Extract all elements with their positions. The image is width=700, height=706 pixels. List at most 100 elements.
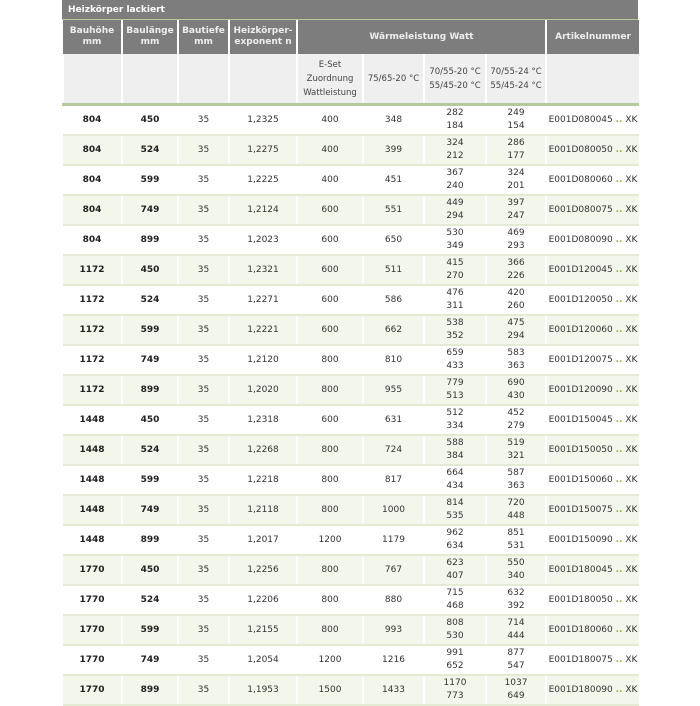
cell-75-65: 767 <box>362 555 424 586</box>
value-70-55: 286 <box>507 138 525 148</box>
table-title: Heizkörper lackiert <box>62 0 638 20</box>
cell-exponent: 1,2206 <box>228 585 297 616</box>
subheader-eset: E-Set Zuordnung Wattleistung <box>296 54 363 106</box>
table-row: 1172 899 35 1,2020 800 955 779 513 690 430 E001D12… <box>63 375 640 406</box>
cell-eset: 400 <box>296 135 363 166</box>
article-suffix: XK <box>625 114 638 125</box>
cell-eset: 600 <box>296 225 363 256</box>
value-70-55: 475 <box>507 318 525 328</box>
cell-bautiefe: 35 <box>177 645 229 676</box>
value-70-55: 420 <box>507 288 525 298</box>
cell-baulaenge: 524 <box>121 135 178 166</box>
cell-bauhoehe: 1770 <box>63 675 122 706</box>
table-row: 1172 524 35 1,2271 600 586 476 311 420 260 E001D12… <box>63 285 640 316</box>
value-55-45: 177 <box>507 151 525 161</box>
cell-75-65: 955 <box>362 375 424 406</box>
cell-75-65: 348 <box>362 104 424 136</box>
cell-eset: 600 <box>296 315 363 346</box>
cell-70-55-20: 476 311 <box>423 285 486 316</box>
article-code: E001D080050 <box>548 144 613 155</box>
header-artikelnummer: Artikelnummer <box>545 20 640 54</box>
cell-bauhoehe: 1172 <box>63 345 122 376</box>
header-unit: mm <box>82 37 102 47</box>
cell-bautiefe: 35 <box>177 525 229 556</box>
table-row: 804 749 35 1,2124 600 551 449 294 397 247 E001D080… <box>63 195 640 226</box>
cell-70-55-24: 632 392 <box>484 585 547 616</box>
article-code: E001D120090 <box>548 384 613 395</box>
cell-exponent: 1,2124 <box>228 195 297 226</box>
cell-bauhoehe: 1770 <box>63 555 122 586</box>
value-55-45: 434 <box>446 481 464 491</box>
cell-bauhoehe: 1770 <box>63 615 122 646</box>
cell-75-65: 810 <box>362 345 424 376</box>
article-code: E001D150060 <box>548 474 613 485</box>
value-55-45: 468 <box>446 601 464 611</box>
value-55-45: 352 <box>446 331 464 341</box>
cell-70-55-20: 715 468 <box>423 585 486 616</box>
cell-bauhoehe: 1770 <box>63 645 122 676</box>
cell-exponent: 1,2155 <box>228 615 297 646</box>
table-row: 804 599 35 1,2225 400 451 367 240 324 201 E001D080… <box>63 165 640 196</box>
cell-75-65: 451 <box>362 165 424 196</box>
cell-75-65: 662 <box>362 315 424 346</box>
cell-eset: 600 <box>296 195 363 226</box>
value-70-55: 449 <box>446 198 464 208</box>
subheader-line: 70/55-24 °C <box>490 66 542 77</box>
cell-bautiefe: 35 <box>177 315 229 346</box>
value-70-55: 690 <box>507 378 525 388</box>
table-row: 1172 450 35 1,2321 600 511 415 270 366 226 E001D12… <box>63 255 640 286</box>
cell-bautiefe: 35 <box>177 135 229 166</box>
cell-artikelnummer: E001D180075 .. XK <box>545 645 640 676</box>
cell-artikelnummer: E001D180090 .. XK <box>545 675 640 706</box>
cell-exponent: 1,2256 <box>228 555 297 586</box>
subheader-70-55-20: 70/55-20 °C 55/45-20 °C <box>423 54 486 106</box>
cell-75-65: 1433 <box>362 675 424 706</box>
value-55-45: 270 <box>446 271 464 281</box>
subheader-line: Wattleistung <box>303 87 357 98</box>
value-55-45: 311 <box>446 301 464 311</box>
cell-70-55-20: 962 634 <box>423 525 486 556</box>
value-70-55: 550 <box>507 558 525 568</box>
cell-70-55-20: 991 652 <box>423 645 486 676</box>
subheader-row: E-Set Zuordnung Wattleistung 75/65-20 °C 7… <box>62 54 640 106</box>
cell-exponent: 1,1953 <box>228 675 297 706</box>
header-label: Bauhöhe <box>69 26 115 36</box>
cell-bautiefe: 35 <box>177 615 229 646</box>
article-dots: .. <box>615 174 623 185</box>
value-70-55: 1170 <box>443 678 467 688</box>
cell-70-55-24: 690 430 <box>484 375 547 406</box>
header-waermeleistung: Wärmeleistung Watt <box>295 20 547 54</box>
cell-bautiefe: 35 <box>177 465 229 496</box>
value-70-55: 476 <box>446 288 464 298</box>
article-dots: .. <box>615 624 623 635</box>
article-code: E001D180050 <box>548 594 613 605</box>
cell-70-55-20: 664 434 <box>423 465 486 496</box>
article-suffix: XK <box>625 684 638 695</box>
cell-70-55-20: 588 384 <box>423 435 486 466</box>
value-55-45: 430 <box>507 391 525 401</box>
value-55-45: 448 <box>507 511 525 521</box>
subheader-line: 70/55-20 °C <box>429 66 481 77</box>
article-dots: .. <box>615 354 623 365</box>
cell-eset: 1200 <box>296 645 363 676</box>
cell-70-55-24: 397 247 <box>484 195 547 226</box>
article-code: E001D180090 <box>548 684 613 695</box>
value-55-45: 154 <box>507 121 525 131</box>
article-suffix: XK <box>625 474 638 485</box>
article-dots: .. <box>615 654 623 665</box>
article-dots: .. <box>615 504 623 515</box>
value-70-55: 415 <box>446 258 464 268</box>
cell-bauhoehe: 804 <box>63 135 122 166</box>
value-70-55: 282 <box>446 108 464 118</box>
cell-bautiefe: 35 <box>177 435 229 466</box>
article-suffix: XK <box>625 624 638 635</box>
value-70-55: 877 <box>507 648 525 658</box>
value-70-55: 512 <box>446 408 464 418</box>
table-row: 1172 749 35 1,2120 800 810 659 433 583 363 E001D12… <box>63 345 640 376</box>
article-suffix: XK <box>625 174 638 185</box>
cell-70-55-20: 659 433 <box>423 345 486 376</box>
value-70-55: 324 <box>446 138 464 148</box>
cell-artikelnummer: E001D180050 .. XK <box>545 585 640 616</box>
article-code: E001D080045 <box>548 114 613 125</box>
value-70-55: 366 <box>507 258 525 268</box>
